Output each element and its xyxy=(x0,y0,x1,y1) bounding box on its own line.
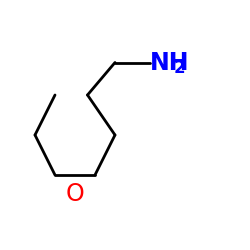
Text: O: O xyxy=(66,182,84,206)
Text: 2: 2 xyxy=(173,59,185,77)
Text: NH: NH xyxy=(150,50,190,74)
